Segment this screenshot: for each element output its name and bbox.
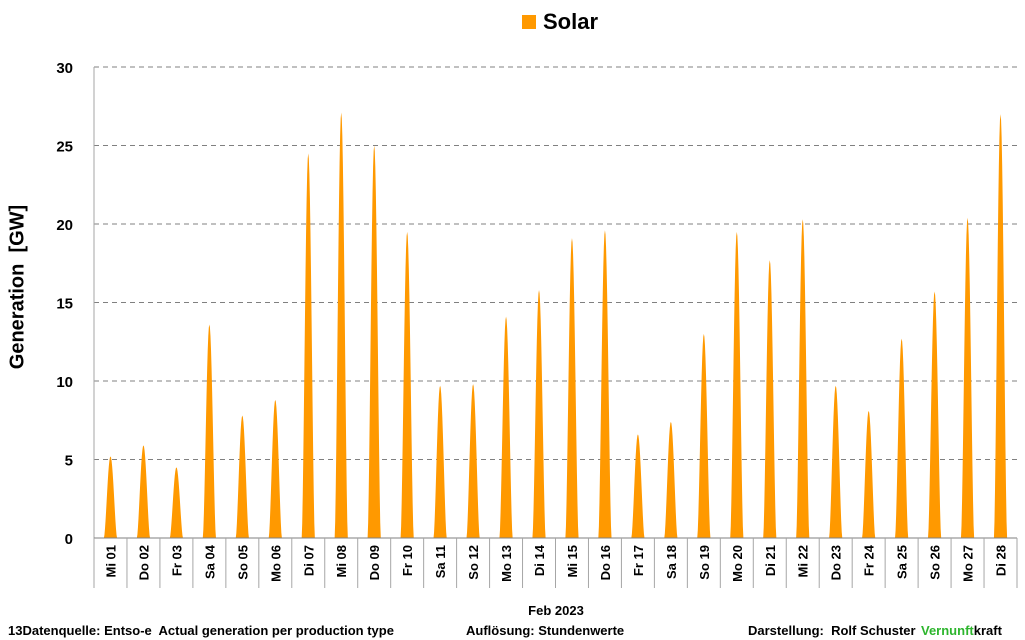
solar-series bbox=[103, 112, 1008, 539]
x-tick-label: Do 23 bbox=[829, 545, 844, 580]
x-tick-label: So 05 bbox=[235, 545, 250, 580]
x-tick-label: Do 16 bbox=[598, 545, 613, 580]
solar-day-peak bbox=[466, 384, 480, 538]
solar-day-peak bbox=[862, 410, 876, 538]
solar-day-peak bbox=[301, 153, 315, 538]
x-tick-label: Di 21 bbox=[763, 545, 778, 576]
y-tick-labels: 0 5 10 15 20 25 30 bbox=[56, 60, 73, 548]
solar-day-peak bbox=[367, 145, 381, 538]
legend-label-solar: Solar bbox=[543, 9, 599, 34]
solar-day-peak bbox=[499, 316, 513, 538]
x-tick-label: Sa 04 bbox=[202, 544, 217, 579]
x-tick-label: Mi 15 bbox=[565, 545, 580, 578]
x-tick-label: Di 07 bbox=[301, 545, 316, 576]
solar-day-peak bbox=[202, 324, 216, 538]
solar-day-peak bbox=[895, 338, 909, 538]
solar-day-peak bbox=[664, 421, 678, 538]
x-tick-label: Mo 06 bbox=[268, 545, 283, 582]
y-tick-label: 25 bbox=[56, 139, 73, 156]
x-tick-label: Mo 13 bbox=[499, 545, 514, 582]
x-tick-label: Sa 11 bbox=[433, 545, 448, 578]
x-axis-title: Feb 2023 bbox=[528, 603, 584, 618]
x-tick-label: Mi 22 bbox=[796, 545, 811, 578]
x-tick-labels: Mi 01 Do 02 Fr 03 Sa 04 So 05 Mo 06 Di 07 Mi 08… bbox=[104, 544, 1009, 582]
solar-day-peak bbox=[433, 385, 447, 538]
y-tick-label: 5 bbox=[65, 453, 73, 470]
x-tick-label: Fr 10 bbox=[400, 545, 415, 576]
solar-day-peak bbox=[565, 238, 579, 538]
legend: Solar bbox=[522, 9, 598, 35]
brand-green-part: Vernunft bbox=[921, 623, 974, 638]
solar-day-peak bbox=[796, 219, 810, 539]
solar-day-peak bbox=[334, 112, 348, 538]
footer-brand: Vernunftkraft bbox=[921, 623, 1002, 638]
x-tick-label: Mo 27 bbox=[961, 545, 976, 582]
solar-day-peak bbox=[960, 217, 975, 538]
solar-day-peak bbox=[829, 385, 843, 538]
gridlines bbox=[94, 66, 1017, 460]
solar-day-peak bbox=[136, 445, 151, 538]
x-tick-label: So 26 bbox=[928, 545, 943, 580]
x-tick-label: Mo 20 bbox=[730, 545, 745, 582]
footer-author: Darstellung: Rolf Schuster bbox=[748, 623, 916, 638]
solar-day-peak bbox=[400, 231, 414, 538]
solar-day-peak bbox=[169, 467, 183, 538]
y-tick-label: 30 bbox=[56, 60, 73, 77]
x-tick-label: Di 28 bbox=[994, 545, 1009, 576]
x-tick-label: Di 14 bbox=[532, 544, 547, 576]
y-tick-label: 10 bbox=[56, 374, 73, 391]
y-tick-label: 0 bbox=[65, 531, 73, 548]
solar-day-peak bbox=[268, 399, 282, 538]
x-tick-label: Do 09 bbox=[367, 545, 382, 580]
y-tick-label: 15 bbox=[56, 296, 73, 313]
solar-day-peak bbox=[697, 333, 711, 538]
footer-source: 13Datenquelle: Entso-e Actual generation… bbox=[8, 623, 394, 638]
solar-day-peak bbox=[103, 456, 118, 538]
x-tick-label: Sa 25 bbox=[895, 545, 910, 579]
x-tick-label: Fr 03 bbox=[169, 545, 184, 576]
x-tick-label: So 19 bbox=[697, 545, 712, 580]
solar-day-peak bbox=[235, 415, 249, 538]
solar-day-peak bbox=[730, 231, 744, 538]
y-tick-label: 20 bbox=[56, 217, 73, 234]
x-tick-label: So 12 bbox=[466, 545, 481, 580]
x-tick-label: Do 02 bbox=[136, 545, 151, 580]
solar-day-peak bbox=[763, 260, 777, 538]
x-tick-label: Fr 17 bbox=[631, 545, 646, 576]
solar-day-peak bbox=[993, 114, 1008, 538]
solar-day-peak bbox=[532, 289, 546, 538]
x-tick-label: Fr 24 bbox=[862, 544, 877, 576]
legend-swatch-solar bbox=[522, 15, 536, 29]
solar-day-peak bbox=[598, 230, 612, 538]
y-axis-title: Generation [GW] bbox=[6, 204, 29, 370]
solar-day-peak bbox=[928, 291, 942, 538]
solar-day-peak bbox=[631, 434, 645, 538]
brand-rest-part: kraft bbox=[973, 623, 1002, 638]
x-tick-label: Mi 01 bbox=[104, 545, 119, 578]
footer-resolution: Auflösung: Stundenwerte bbox=[466, 623, 625, 638]
axes bbox=[93, 67, 1018, 588]
x-tick-label: Mi 08 bbox=[334, 545, 349, 578]
x-tick-label: Sa 18 bbox=[664, 545, 679, 579]
